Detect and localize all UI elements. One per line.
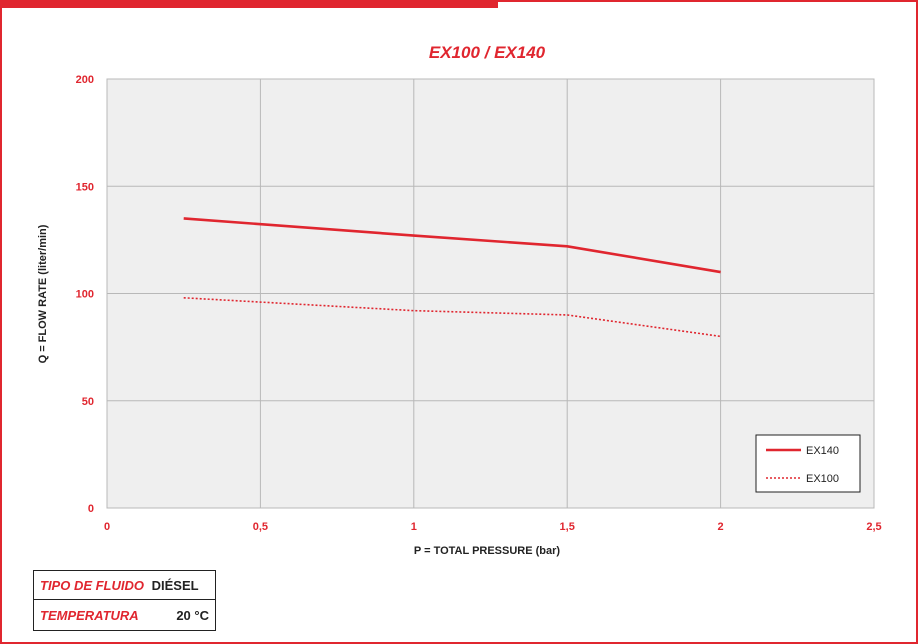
x-tick-labels: 0 0,5 1 1,5 2 2,5: [104, 521, 882, 533]
x-tick-label: 2: [718, 521, 724, 533]
legend-label-ex140: EX140: [806, 445, 839, 457]
legend: EX140 EX100: [755, 434, 861, 493]
temperature-cell: TEMPERATURA 20 °C: [33, 599, 216, 631]
x-tick-label: 0,5: [253, 521, 268, 533]
temperature-label: TEMPERATURA: [40, 607, 139, 623]
x-tick-label: 2,5: [866, 521, 881, 533]
y-tick-label: 50: [82, 396, 94, 408]
temperature-value: 20 °C: [176, 607, 209, 623]
series-line-ex100: [183, 296, 721, 338]
x-tick-label: 1: [411, 521, 417, 533]
y-tick-label: 200: [76, 74, 94, 86]
fluid-label: TIPO DE FLUIDO: [40, 577, 144, 593]
y-tick-labels: 0 50 100 150 200: [76, 74, 94, 515]
legend-box: [755, 434, 861, 493]
x-tick-label: 1,5: [560, 521, 575, 533]
x-tick-label: 0: [104, 521, 110, 533]
chart-title: EX100 / EX140: [429, 43, 546, 62]
x-axis-label: P = TOTAL PRESSURE (bar): [414, 545, 561, 557]
temperature-row: TEMPERATURA 20 °C: [33, 599, 216, 631]
y-tick-label: 100: [76, 289, 94, 301]
y-tick-label: 0: [88, 503, 94, 515]
fluid-cell: TIPO DE FLUIDO DIÉSEL: [33, 570, 216, 600]
grid-lines: [106, 78, 875, 509]
y-axis-label: Q = FLOW RATE (liter/min): [37, 224, 49, 363]
series-line-ex140: [183, 217, 721, 274]
legend-label-ex100: EX100: [806, 473, 839, 485]
header-accent-line: [498, 0, 918, 2]
fluid-row: TIPO DE FLUIDO DIÉSEL: [33, 570, 216, 600]
specs-table: TIPO DE FLUIDO DIÉSEL TEMPERATURA 20 °C: [33, 570, 216, 631]
fluid-value: DIÉSEL: [151, 577, 199, 593]
series-lines: [183, 217, 721, 338]
y-tick-label: 150: [76, 181, 94, 193]
header-accent-bar: [0, 0, 498, 8]
